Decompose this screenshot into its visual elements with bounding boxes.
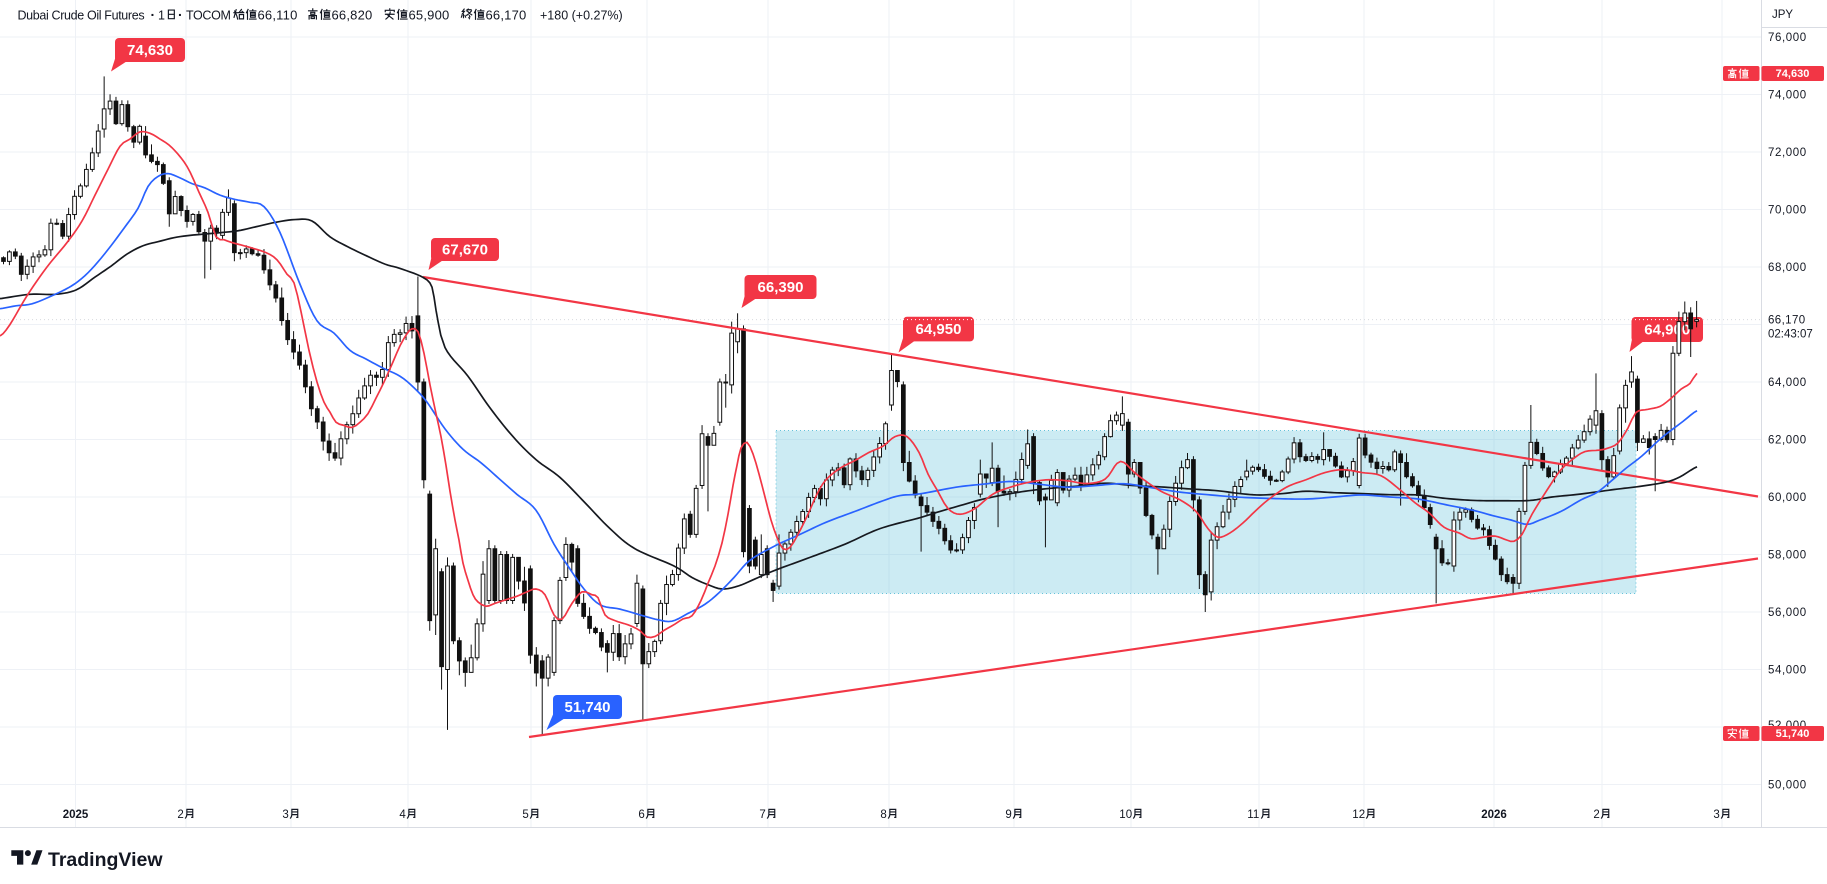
svg-text:72,000: 72,000 (1768, 147, 1807, 159)
svg-text:66,170: 66,170 (486, 8, 527, 23)
svg-text:56,000: 56,000 (1768, 607, 1807, 619)
svg-text:66,170: 66,170 (1768, 315, 1806, 327)
svg-text:62,000: 62,000 (1768, 435, 1807, 447)
svg-text:3: 3 (282, 809, 288, 821)
svg-text:66,820: 66,820 (332, 8, 373, 23)
svg-text:6: 6 (638, 809, 644, 821)
svg-text:1: 1 (158, 9, 165, 23)
svg-text:74,630: 74,630 (1776, 68, 1810, 80)
svg-text:5: 5 (522, 809, 528, 821)
svg-text:54,000: 54,000 (1768, 665, 1807, 677)
svg-text:+180 (+0.27%): +180 (+0.27%) (540, 9, 623, 23)
svg-text:66,110: 66,110 (258, 8, 298, 23)
svg-text:51,740: 51,740 (565, 699, 611, 716)
svg-text:64,900: 64,900 (1644, 322, 1690, 339)
svg-text:2026: 2026 (1481, 809, 1507, 821)
svg-text:70,000: 70,000 (1768, 205, 1807, 217)
svg-text:Dubai Crude Oil Futures: Dubai Crude Oil Futures (18, 9, 145, 23)
svg-text:3: 3 (1713, 809, 1719, 821)
svg-text:8: 8 (880, 809, 886, 821)
svg-text:74,000: 74,000 (1768, 90, 1807, 102)
svg-text:·: · (151, 7, 156, 23)
svg-text:TradingView: TradingView (48, 849, 163, 871)
svg-text:67,670: 67,670 (442, 242, 488, 259)
svg-text:9: 9 (1005, 809, 1011, 821)
svg-text:74,630: 74,630 (127, 42, 173, 59)
svg-text:66,390: 66,390 (758, 279, 804, 296)
svg-text:58,000: 58,000 (1768, 550, 1807, 562)
svg-text:68,000: 68,000 (1768, 262, 1807, 274)
svg-text:11: 11 (1247, 809, 1259, 821)
svg-text:65,900: 65,900 (409, 8, 450, 23)
svg-text:2025: 2025 (63, 809, 89, 821)
svg-text:51,740: 51,740 (1776, 728, 1810, 740)
svg-text:TOCOM: TOCOM (186, 9, 231, 23)
svg-text:4: 4 (399, 809, 406, 821)
svg-text:10: 10 (1119, 809, 1132, 821)
svg-text:60,000: 60,000 (1768, 492, 1807, 504)
svg-text:7: 7 (759, 809, 765, 821)
svg-text:64,950: 64,950 (916, 321, 962, 338)
svg-text:64,000: 64,000 (1768, 377, 1807, 389)
svg-text:12: 12 (1352, 809, 1365, 821)
svg-text:76,000: 76,000 (1768, 32, 1807, 44)
svg-text:02:43:07: 02:43:07 (1768, 329, 1813, 341)
svg-text:·: · (178, 7, 183, 23)
svg-text:JPY: JPY (1772, 9, 1793, 21)
svg-text:50,000: 50,000 (1768, 780, 1807, 792)
svg-text:2: 2 (1593, 809, 1599, 821)
svg-text:2: 2 (177, 809, 183, 821)
